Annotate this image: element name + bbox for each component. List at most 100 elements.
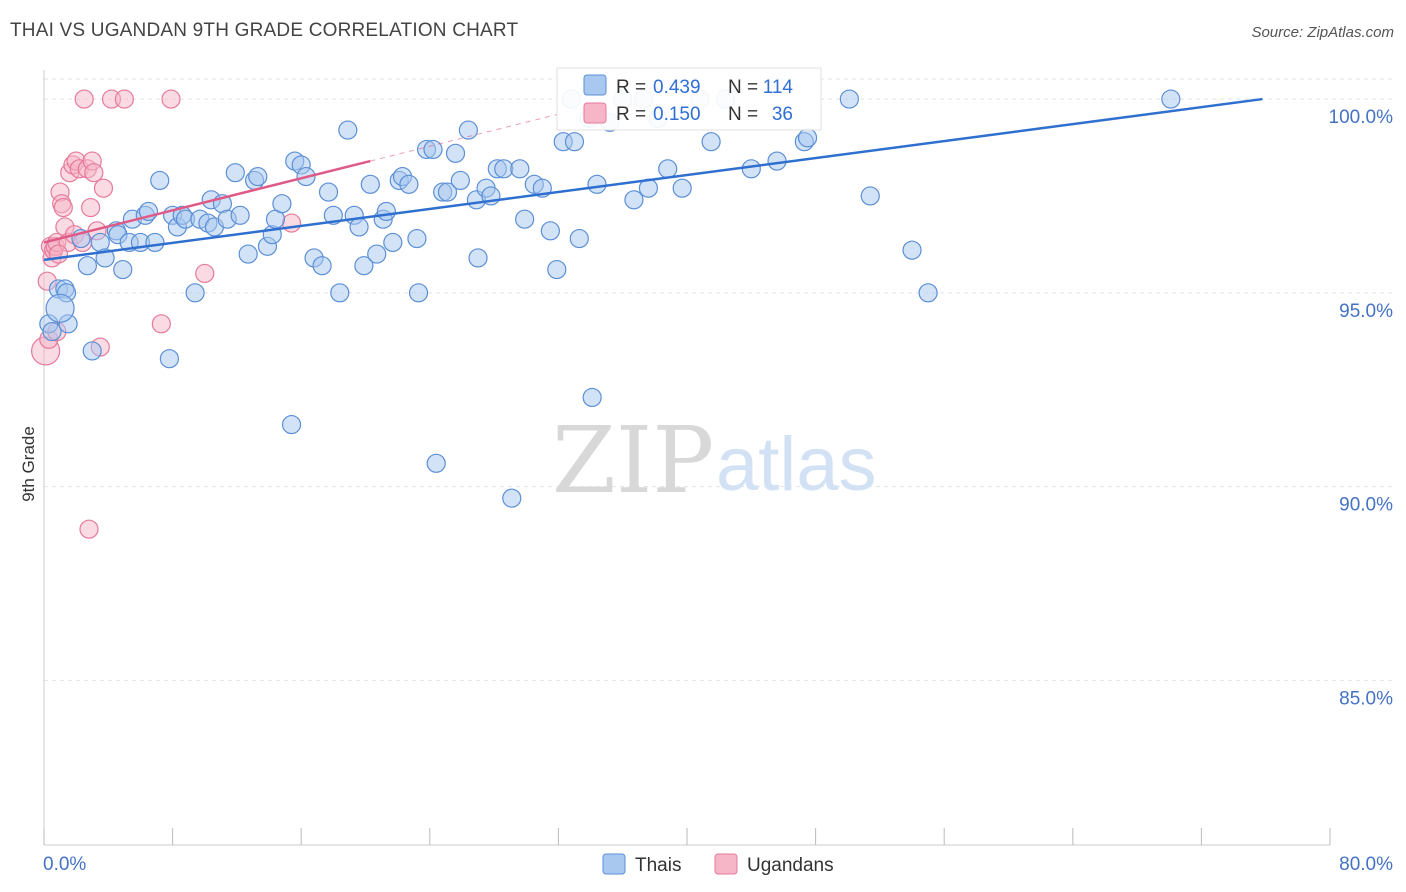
thai-point [502, 488, 522, 508]
axes [43, 70, 1331, 846]
y-axis-label: 9th Grade [19, 426, 38, 502]
thai-point [238, 244, 258, 264]
thai-point [150, 170, 170, 191]
thai-point [797, 128, 818, 148]
legend-thais-label: Thais [635, 855, 681, 876]
thai-point [450, 170, 470, 191]
gridlines [44, 78, 1393, 681]
ugandan-point [161, 89, 181, 109]
y-tick-label: 85.0% [1339, 688, 1393, 709]
thai-point [113, 259, 133, 280]
ugandan-stat-swatch [583, 102, 607, 124]
thai-point [1161, 89, 1181, 109]
thai-point [426, 453, 446, 473]
thai-r-value: 0.439 [653, 77, 701, 98]
thai-point [515, 209, 535, 229]
thai-point [399, 174, 419, 194]
ugandan-point [195, 263, 215, 284]
y-tick-labels: 85.0% 90.0% 95.0% 100.0% [1329, 107, 1394, 709]
ugandan-point [81, 197, 101, 218]
thai-point [376, 201, 396, 222]
thai-point [45, 293, 75, 323]
thai-point [323, 205, 343, 225]
thai-point [547, 259, 567, 280]
thai-stat-swatch [583, 74, 607, 96]
ugandan-point [281, 213, 302, 233]
legend-ugandans-swatch [714, 853, 738, 875]
thai-point [230, 205, 250, 225]
thai-point [367, 244, 387, 264]
thai-point [248, 166, 268, 187]
thai-point [672, 178, 692, 198]
thai-point [569, 228, 589, 249]
thai-point [185, 283, 205, 303]
thai-point [408, 283, 429, 303]
x-tick-max: 80.0% [1339, 854, 1393, 875]
thai-point [225, 163, 245, 183]
thai-point [839, 89, 859, 109]
ugandan-trend-extension [370, 107, 583, 162]
thai-point [159, 349, 179, 369]
thai-trend-line [43, 97, 1263, 262]
thai-point [582, 387, 602, 408]
ugandan-point [74, 89, 94, 109]
thai-point [82, 341, 102, 361]
watermark-atlas: atlas [716, 422, 877, 507]
ugandan-r-value: 0.150 [653, 104, 701, 125]
ugandan-point [79, 519, 99, 539]
stats-legend-box: R = 0.439 N = 114 R = 0.150 N = 36 [556, 67, 822, 131]
thai-point [494, 159, 514, 179]
thai-point [445, 143, 466, 163]
thai-point [42, 321, 62, 342]
thai-n-label: N = [728, 77, 758, 98]
thai-point [510, 159, 530, 179]
thai-point [77, 256, 98, 276]
ugandan-point [151, 314, 171, 334]
thai-point [564, 132, 585, 152]
thai-point [407, 228, 427, 249]
ugandan-trend-line [43, 159, 371, 244]
thai-point [360, 174, 380, 194]
watermark-zip: ZIP [552, 407, 714, 514]
thai-n-value: 114 [763, 77, 794, 98]
thai-point [540, 221, 560, 241]
thai-r-label: R = [616, 77, 646, 98]
thai-point [624, 190, 644, 210]
thai-point [918, 283, 938, 303]
thai-point [272, 194, 292, 214]
legend-thais-swatch [602, 853, 626, 875]
thai-point [741, 159, 761, 179]
ugandan-n-label: N = [728, 104, 758, 125]
thai-point [145, 232, 165, 253]
bottom-legend: Thais Ugandans [602, 853, 834, 876]
y-tick-label: 90.0% [1339, 495, 1393, 516]
ugandan-point [114, 89, 134, 109]
ugandan-point [93, 178, 114, 198]
thai-point [354, 256, 374, 276]
thai-point [349, 217, 369, 237]
thai-point [458, 120, 478, 140]
thai-point [312, 256, 332, 276]
trend-lines [43, 97, 1263, 262]
thai-point [701, 132, 721, 152]
thai-point [423, 139, 443, 160]
x-tick-min: 0.0% [43, 854, 86, 875]
thai-point [437, 182, 458, 202]
ugandan-point [84, 163, 104, 183]
ugandan-n-value: 36 [772, 104, 793, 125]
source-label: Source: ZipAtlas.com [1251, 24, 1394, 41]
y-tick-label: 100.0% [1329, 107, 1394, 128]
y-tick-label: 95.0% [1339, 301, 1393, 322]
chart-title: THAI VS UGANDAN 9TH GRADE CORRELATION CH… [10, 20, 519, 41]
thai-point [468, 248, 488, 268]
thai-point [281, 414, 302, 435]
thai-point [587, 174, 607, 194]
legend-ugandans-label: Ugandans [747, 855, 834, 876]
thai-point [338, 120, 358, 140]
thai-point [383, 232, 403, 253]
thai-point [330, 283, 350, 303]
thai-point [658, 159, 678, 179]
ugandan-r-label: R = [616, 104, 646, 125]
ugandan-point [53, 197, 73, 218]
